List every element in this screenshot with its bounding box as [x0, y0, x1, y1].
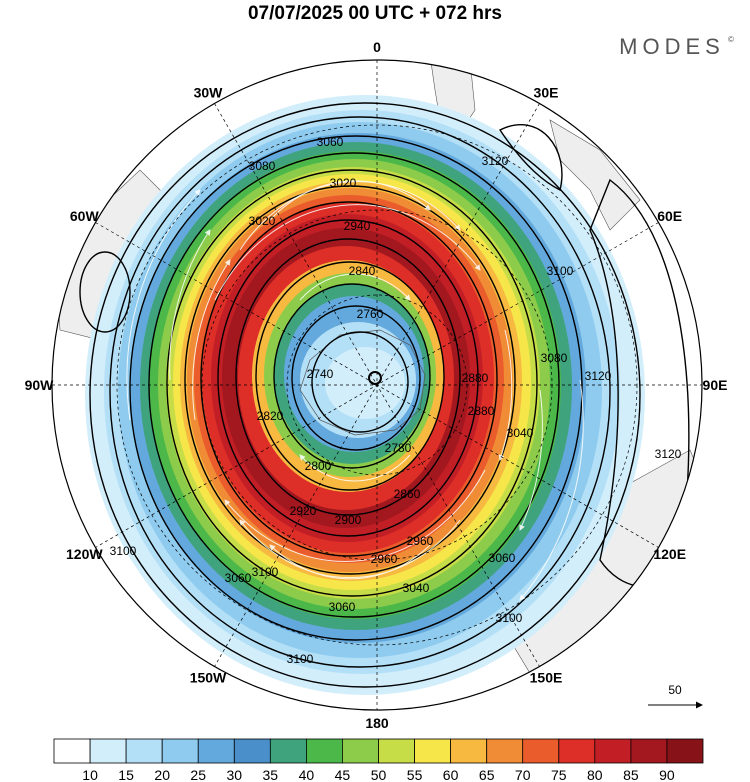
colorbar-swatch	[594, 738, 632, 764]
colorbar-tick-label: 40	[299, 767, 315, 782]
contour-label: 3060	[489, 551, 516, 565]
longitude-label: 180	[365, 715, 389, 731]
colorbar-swatch	[450, 738, 488, 764]
colorbar-swatch	[233, 738, 271, 764]
contour-label: 2860	[394, 487, 421, 501]
contour-label: 2880	[462, 371, 489, 385]
contour-label: 3120	[655, 447, 682, 461]
contour-label: 2940	[344, 219, 371, 233]
colorbar-tick-label: 30	[227, 767, 243, 782]
longitude-label: 90W	[25, 377, 55, 393]
colorbar-swatch	[630, 738, 668, 764]
contour-label-group: 3060 3080 3020 2940 2840 2760 2740 2800 2780 2860…	[110, 135, 682, 666]
reference-vector-label: 50	[668, 683, 682, 697]
map-boundary	[51, 59, 703, 711]
colorbar-swatch	[89, 738, 127, 764]
contour-label: 2760	[357, 307, 384, 321]
contour-label: 2740	[307, 367, 334, 381]
contour-label: 3020	[330, 176, 357, 190]
colorbar-swatch	[305, 738, 343, 764]
contour-label: 3100	[252, 565, 279, 579]
contour-label: 3100	[496, 611, 523, 625]
colorbar-swatch	[414, 738, 452, 764]
contour-label: 3100	[547, 264, 574, 278]
contour-label: 3040	[403, 581, 430, 595]
longitude-label: 0	[373, 39, 381, 55]
colorbar-swatch	[558, 738, 596, 764]
graticule	[52, 60, 702, 710]
colorbar-tick-label: 60	[443, 767, 459, 782]
colorbar-swatch	[53, 738, 91, 764]
map-title: 07/07/2025 00 UTC + 072 hrs	[248, 3, 502, 24]
colorbar-tick-label: 25	[190, 767, 206, 782]
colorbar-tick-label: 45	[335, 767, 351, 782]
colorbar-swatch	[486, 738, 524, 764]
colorbar-tick-label: 35	[263, 767, 279, 782]
colorbar-swatch	[269, 738, 307, 764]
colorbar-tick-label: 10	[82, 767, 98, 782]
colorbar-tick-label: 85	[623, 767, 639, 782]
colorbar-swatch	[197, 738, 235, 764]
colorbar-swatch	[341, 738, 379, 764]
contour-label: 3060	[329, 600, 356, 614]
longitude-label: 60E	[657, 208, 682, 224]
longitude-label: 60W	[70, 208, 100, 224]
colorbar-tick-label: 80	[587, 767, 603, 782]
contour-label: 2800	[305, 459, 332, 473]
contour-label: 2820	[257, 409, 284, 423]
colorbar-tick-label: 75	[551, 767, 567, 782]
contour-label: 3060	[225, 571, 252, 585]
contour-label: 3060	[317, 135, 344, 149]
wind-streamlines	[126, 180, 584, 601]
contour-label: 3020	[249, 214, 276, 228]
longitude-label: 90E	[703, 377, 728, 393]
longitude-label: 120E	[653, 546, 686, 562]
longitude-label: 150E	[530, 670, 563, 686]
longitude-label: 120W	[66, 546, 103, 562]
colorbar-tick-label: 15	[118, 767, 134, 782]
contour-label: 3080	[541, 351, 568, 365]
contour-label: 3080	[249, 159, 276, 173]
contour-label: 2780	[385, 441, 412, 455]
wind-speed-field	[52, 60, 702, 710]
colorbar-swatch	[378, 738, 415, 764]
longitude-label: 30W	[194, 84, 224, 100]
longitude-label: 150W	[190, 670, 227, 686]
contour-label: 3100	[287, 652, 314, 666]
contour-label: 3040	[507, 426, 534, 440]
contour-label: 2960	[371, 552, 398, 566]
colorbar-swatch	[125, 738, 163, 764]
contour-label: 2900	[335, 513, 362, 527]
colorbar-swatch	[666, 738, 704, 764]
colorbar: 10 15 20 25 30 35 40 45 50 55 60 65 70 75 80 85 90	[53, 738, 704, 782]
reference-vector: 50	[648, 683, 703, 709]
colorbar-tick-label: 50	[371, 767, 387, 782]
contour-label: 3100	[110, 544, 137, 558]
contour-label: 2880	[468, 404, 495, 418]
colorbar-tick-label: 55	[407, 767, 423, 782]
colorbar-swatch	[522, 738, 560, 764]
brand-logo: MODES	[619, 34, 725, 59]
colorbar-swatch	[161, 738, 199, 764]
contour-label: 3120	[585, 369, 612, 383]
colorbar-tick-label: 70	[515, 767, 531, 782]
copyright-icon: ©	[728, 35, 734, 44]
contour-label: 2960	[407, 534, 434, 548]
colorbar-tick-label: 20	[154, 767, 170, 782]
longitude-label: 30E	[534, 84, 559, 100]
contour-label: 2920	[290, 504, 317, 518]
colorbar-tick-label: 90	[659, 767, 675, 782]
contour-label: 2840	[349, 264, 376, 278]
contour-label: 3120	[482, 154, 509, 168]
colorbar-tick-label: 65	[479, 767, 495, 782]
longitude-label-group: 0 30E 60E 90E 120E 150E 180 150W 120W 90W 60W 30W	[25, 39, 728, 731]
